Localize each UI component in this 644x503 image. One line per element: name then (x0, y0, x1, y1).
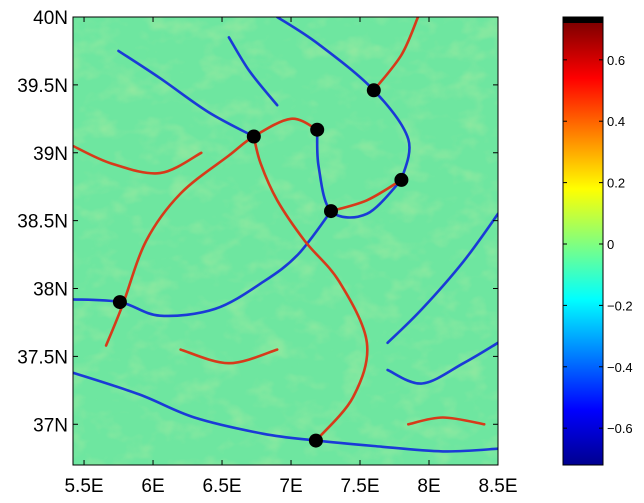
y-tick-label: 40N (33, 8, 68, 29)
x-tick-label: 5.5E (64, 476, 103, 497)
marker-points (112, 83, 409, 448)
y-tick-label: 38.5N (17, 212, 68, 233)
ridge-line-9 (73, 144, 203, 175)
x-tick-label: 8.5E (478, 476, 517, 497)
colorbar-ticks: 0.6 0.4 0.2 0 −0.2 −0.4 −0.6 (563, 53, 633, 436)
map-plot-area (72, 16, 499, 466)
colorbar-tick-label: 0 (607, 237, 614, 252)
x-tick-label: 8E (417, 476, 440, 497)
y-axis: 40N 39.5N 39N 38.5N 38N 37.5N 37N (17, 8, 498, 436)
colorbar-tick-label: 0.6 (607, 53, 625, 68)
colorbar-tick-label: −0.6 (607, 421, 633, 436)
ridge-line-12 (407, 416, 486, 426)
x-axis: 5.5E 6E 6.5E 7E 7.5E 8E 8.5E (64, 17, 518, 497)
marker-point-1 (246, 129, 261, 144)
marker-point-2 (310, 122, 325, 137)
ridge-line-5 (329, 178, 403, 213)
marker-point-3 (366, 83, 381, 98)
ridge-line-3 (73, 371, 498, 453)
marker-point-6 (308, 433, 323, 448)
colorbar-tick-label: 0.2 (607, 176, 625, 191)
y-tick-label: 37.5N (17, 347, 68, 368)
colorbar-cap (563, 17, 603, 23)
colorbar-tick-label: 0.4 (607, 114, 625, 129)
x-tick-label: 6.5E (202, 476, 241, 497)
ridge-line-13 (227, 36, 279, 107)
y-tick-label: 39N (33, 144, 68, 165)
y-tick-label: 37N (33, 415, 68, 436)
marker-point-5 (324, 204, 338, 219)
colorbar-tick-label: −0.4 (607, 360, 633, 375)
x-tick-label: 7E (279, 476, 302, 497)
y-tick-label: 38N (33, 280, 68, 301)
colorbar-frame (562, 16, 604, 466)
y-tick-label: 39.5N (17, 76, 68, 97)
marker-point-4 (394, 172, 409, 187)
ridge-line-11 (386, 341, 498, 385)
colorbar: 0.6 0.4 0.2 0 −0.2 −0.4 −0.6 (562, 16, 633, 466)
field-texture (73, 17, 498, 465)
ridge-line-8 (117, 49, 256, 138)
x-tick-label: 6E (141, 476, 164, 497)
plot-frame (72, 16, 499, 466)
ridge-line-2 (252, 135, 369, 442)
ridge-line-10 (386, 212, 498, 345)
colorbar-gradient (563, 23, 603, 465)
colorbar-tick-label: −0.2 (607, 298, 633, 313)
ridge-line-14 (179, 348, 279, 365)
ridge-lines (73, 17, 498, 453)
marker-point-0 (112, 295, 127, 310)
ridge-line-7 (372, 17, 420, 92)
x-tick-label: 7.5E (340, 476, 379, 497)
